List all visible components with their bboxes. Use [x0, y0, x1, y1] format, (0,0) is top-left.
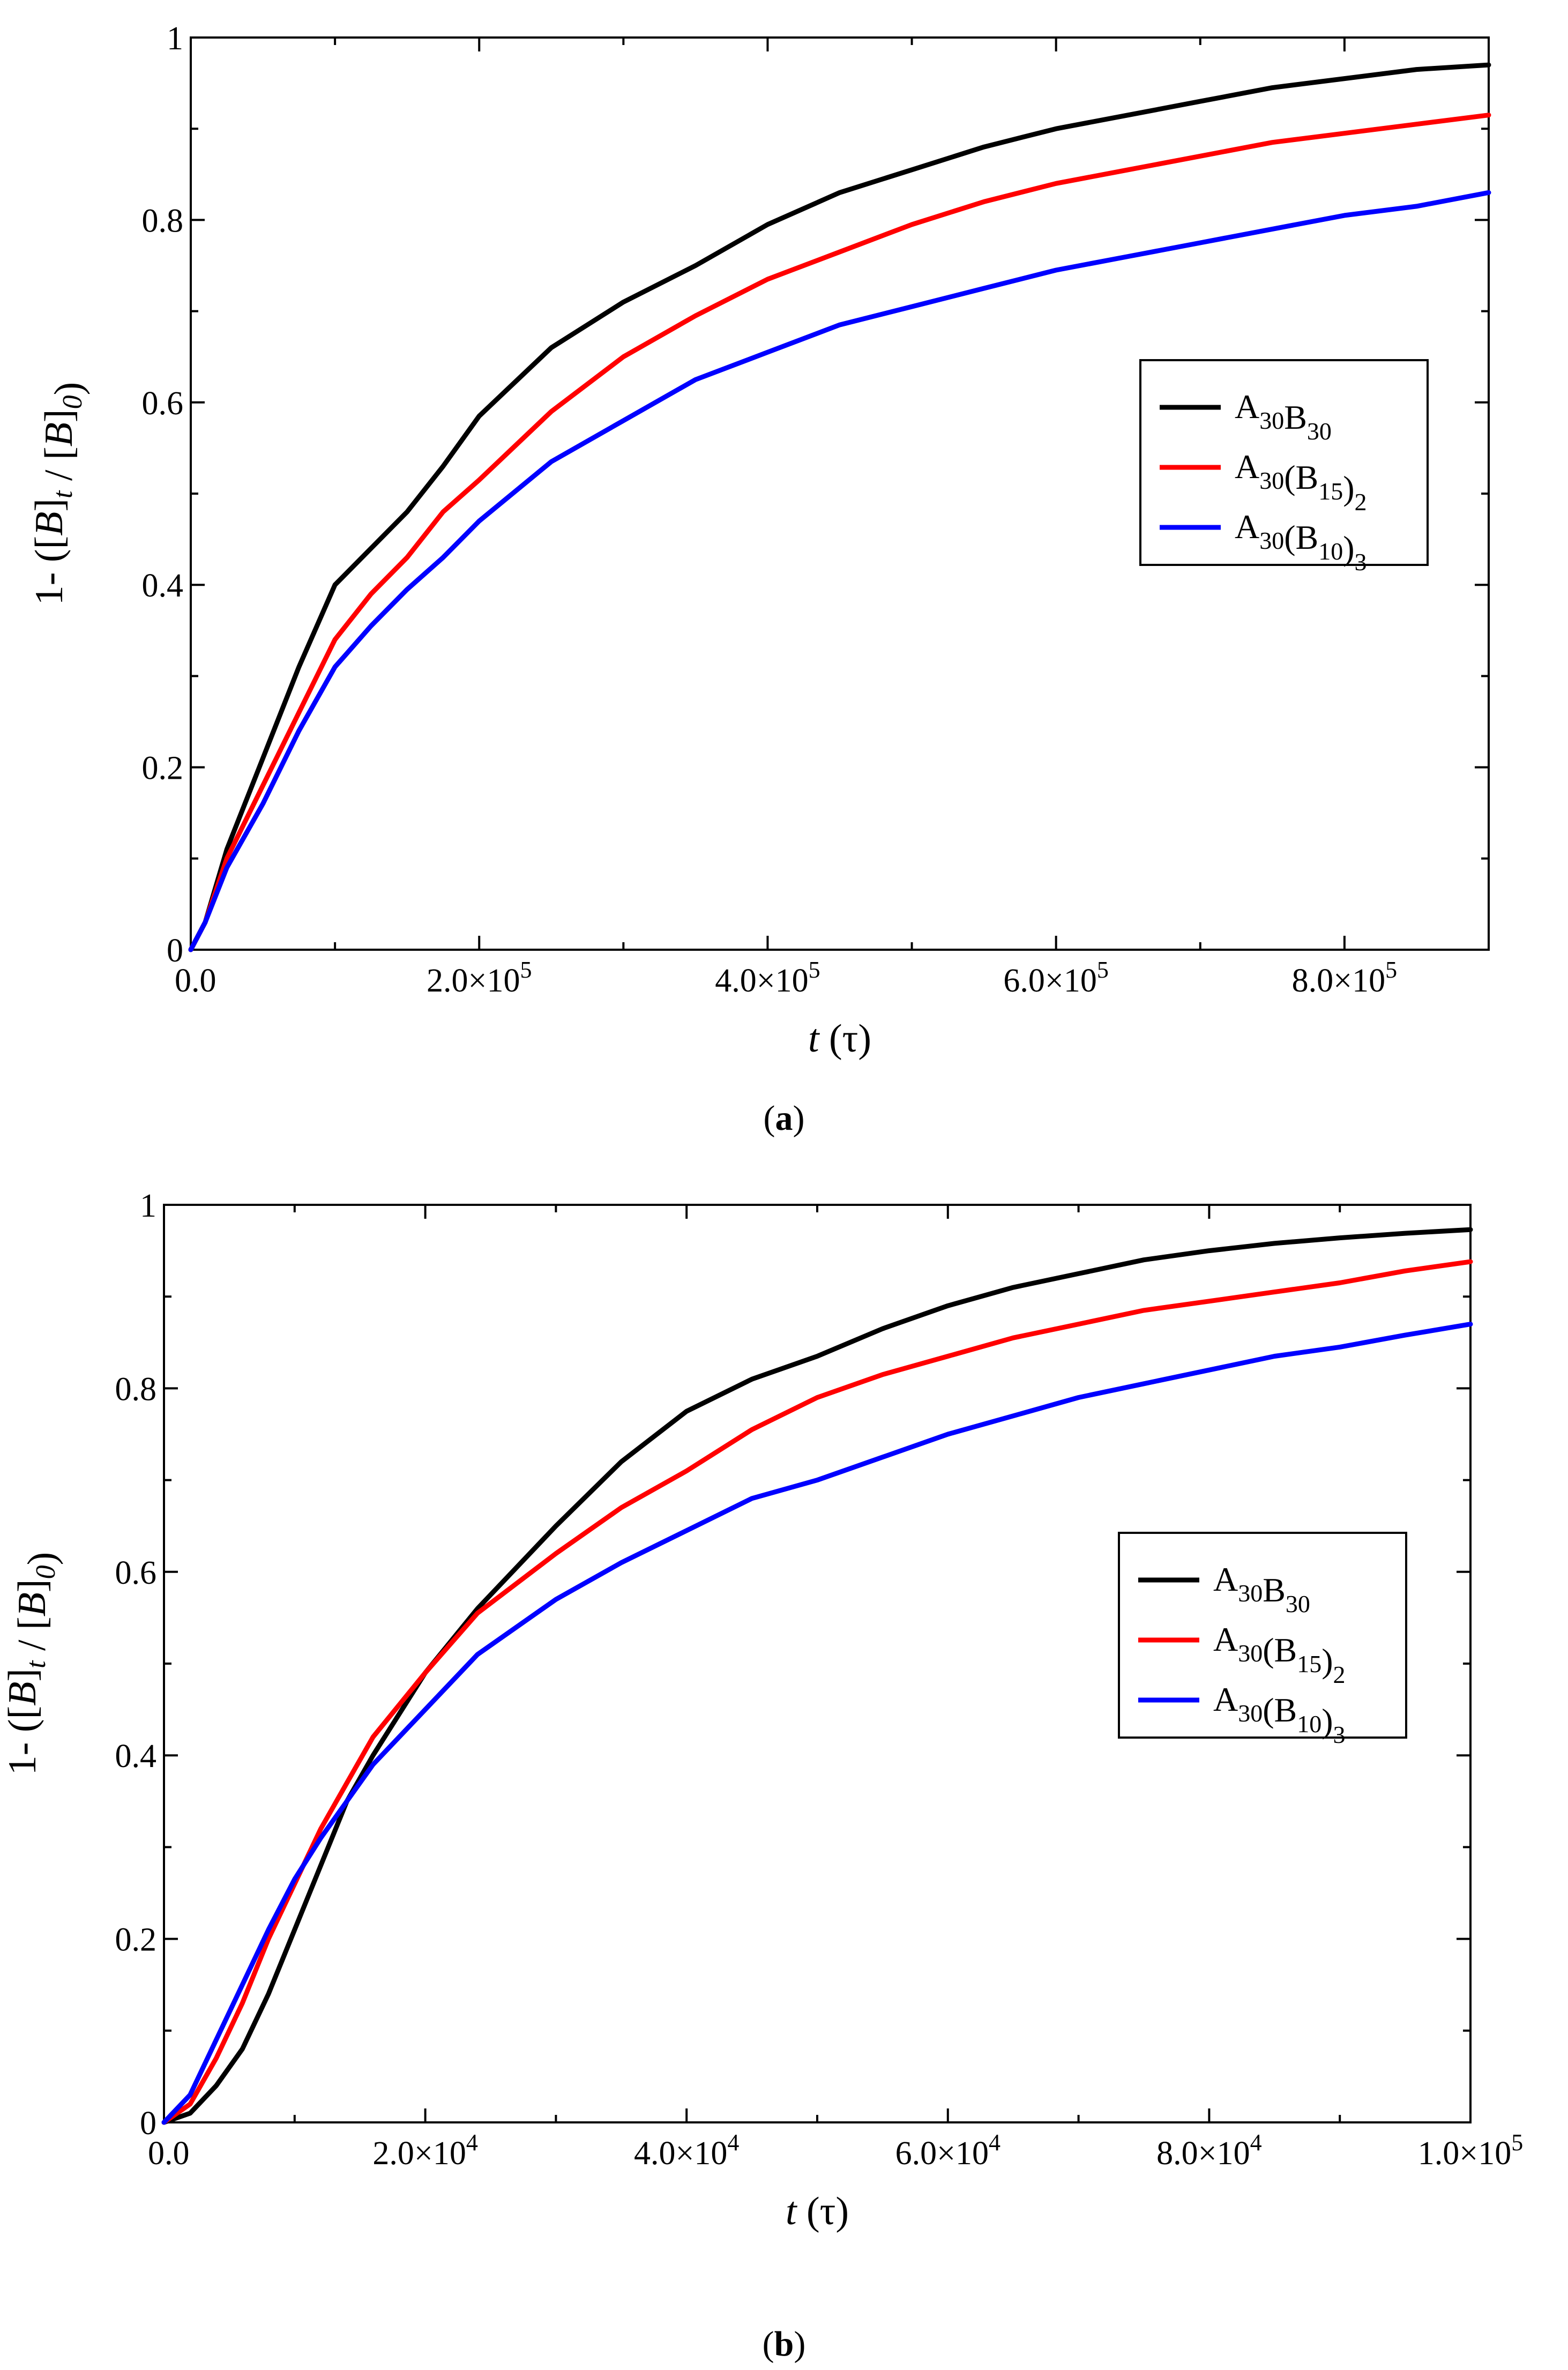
x-tick-label: 0.0: [148, 2135, 190, 2172]
y-tick-label: 0.4: [142, 568, 184, 604]
x-tick-label: 2.0×105: [427, 957, 532, 999]
legend-label: A30(B10)3: [1235, 508, 1367, 576]
caption-b: (b): [763, 2324, 806, 2364]
x-tick-label: 8.0×105: [1292, 957, 1397, 999]
legend-label: A30(B15)2: [1235, 448, 1367, 516]
series-line-a30b152: [161, 1259, 1473, 2125]
chart-panel-a: 0 0.2 0.4 0.6 0.8 1 0.0 2.0×105 4.0×105 6.0×105 8.…: [27, 20, 1491, 1061]
legend-label: A30(B10)3: [1213, 1680, 1346, 1748]
x-axis-title: t (τ): [808, 1017, 871, 1061]
legend-label: A30B30: [1213, 1560, 1310, 1618]
x-tick-label: 4.0×105: [715, 957, 820, 999]
legend-box: [1118, 1532, 1407, 1739]
x-tick-label: 6.0×105: [1003, 957, 1108, 999]
x-tick-label: 6.0×104: [895, 2129, 1000, 2172]
chart-panel-b: 0 0.2 0.4 0.6 0.8 1 0.0 2.0×104 4.0×104 6.0×104 8.…: [1, 1188, 1523, 2233]
series-line-a30b103: [161, 1322, 1473, 2125]
y-tick-label: 0.6: [115, 1555, 157, 1591]
series-line-a30b103: [188, 190, 1491, 952]
y-axis-title: 1- ([B]t / [B]0): [1, 1552, 64, 1775]
y-tick-label: 0: [140, 2105, 156, 2142]
y-axis-title: 1- ([B]t / [B]0): [27, 382, 91, 605]
y-tick-label: 1: [167, 20, 183, 57]
x-tick-label: 2.0×104: [372, 2129, 477, 2172]
x-tick-label: 4.0×104: [634, 2129, 739, 2172]
series-line-a30b152: [188, 113, 1491, 952]
y-tick-label: 0.8: [115, 1371, 157, 1407]
x-tick-label: 1.0×105: [1418, 2129, 1523, 2172]
legend-box: [1139, 359, 1429, 566]
y-tick-label: 0.4: [115, 1738, 157, 1775]
legend-label: A30(B15)2: [1213, 1620, 1346, 1688]
caption-a: (a): [764, 1099, 805, 1138]
y-tick-label: 0: [167, 933, 183, 969]
y-tick-label: 0.8: [142, 203, 184, 239]
series-line-a30b30: [161, 1227, 1473, 2125]
y-tick-label: 0.2: [115, 1922, 157, 1958]
x-axis-title: t (τ): [786, 2189, 849, 2233]
y-tick-label: 0.2: [142, 750, 184, 787]
x-tick-label: 8.0×104: [1156, 2129, 1261, 2172]
y-tick-label: 0.6: [142, 385, 184, 422]
legend-label: A30B30: [1235, 387, 1332, 445]
x-tick-label: 0.0: [175, 963, 216, 999]
y-tick-label: 1: [140, 1188, 156, 1224]
series-line-a30b30: [188, 62, 1491, 952]
